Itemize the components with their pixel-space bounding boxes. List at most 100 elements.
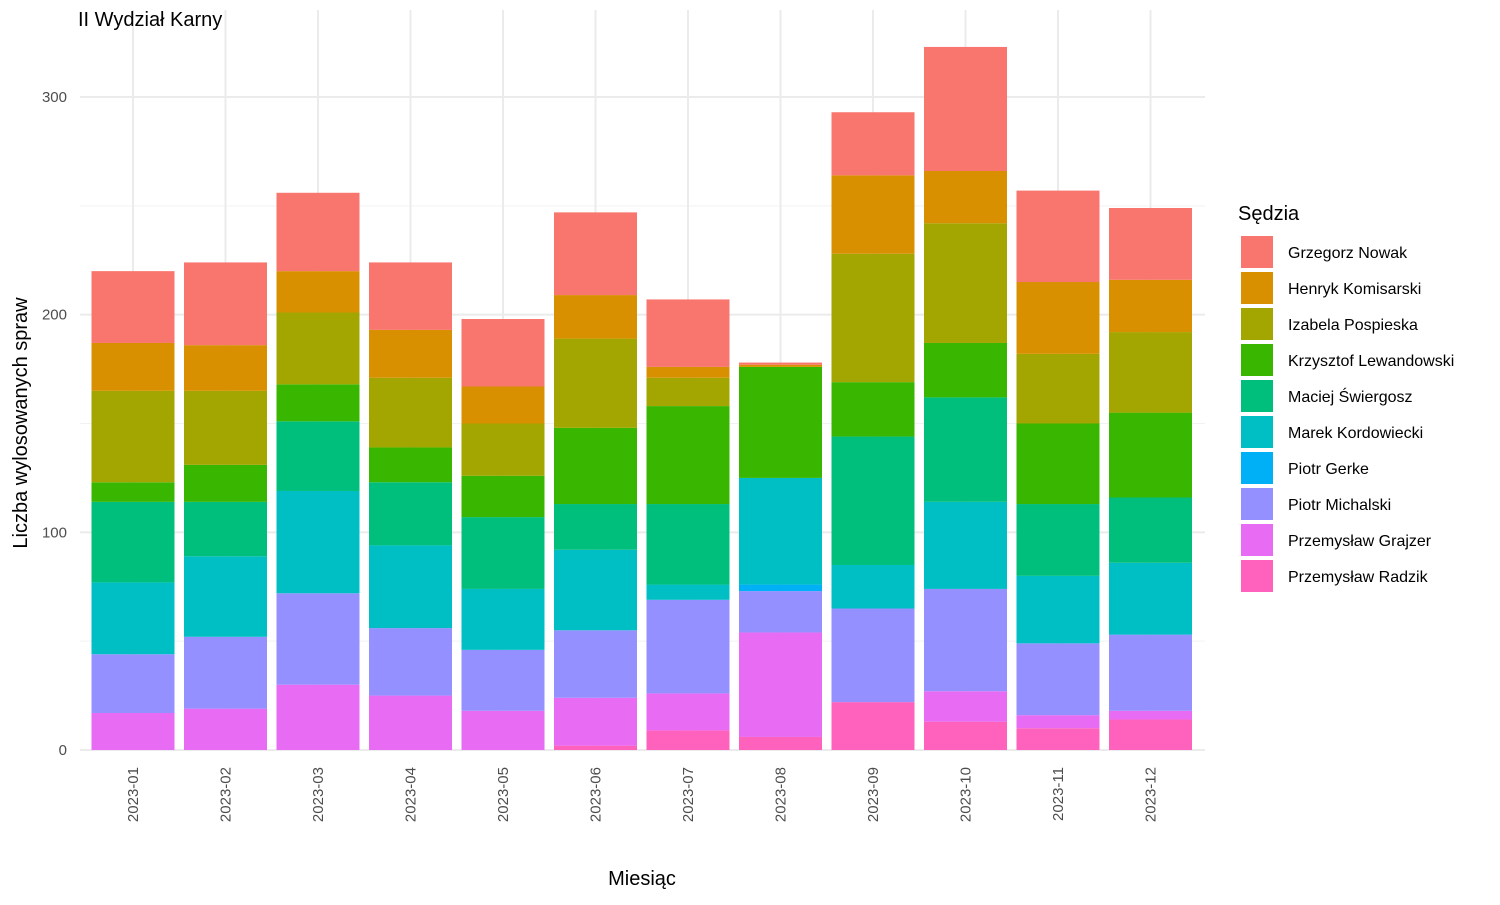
- bar-segment: [646, 377, 730, 407]
- legend-label: Przemysław Grajzer: [1288, 533, 1432, 550]
- x-tick-label: 2023-03: [310, 767, 327, 822]
- legend-swatch: [1241, 488, 1273, 520]
- bar-segment: [1109, 332, 1192, 413]
- legend-label: Piotr Michalski: [1288, 497, 1391, 514]
- bar-segment: [91, 501, 175, 583]
- bar-segment: [1109, 562, 1192, 635]
- bar-segment: [554, 427, 637, 505]
- bar-segment: [1016, 353, 1100, 424]
- x-tick-label: 2023-02: [218, 767, 235, 822]
- bar-segment: [831, 608, 915, 703]
- bar-segment: [646, 584, 730, 600]
- bar-segment: [646, 366, 730, 378]
- bar-segment: [276, 421, 360, 491]
- bar-segment: [739, 632, 822, 737]
- y-tick-label: 100: [42, 524, 67, 541]
- bar-segment: [461, 423, 545, 476]
- bar-segment: [924, 501, 1007, 589]
- bar-segment: [1016, 643, 1100, 716]
- bar-segment: [91, 342, 175, 391]
- bar-segment: [739, 736, 822, 750]
- bar-segment: [1109, 710, 1192, 720]
- bar-segment: [1016, 282, 1100, 354]
- x-tick-label: 2023-08: [773, 767, 790, 822]
- bar-segment: [461, 588, 545, 650]
- legend-swatch: [1241, 344, 1273, 376]
- legend-label: Izabela Pospieska: [1288, 317, 1418, 334]
- bar-segment: [924, 691, 1007, 722]
- legend-label: Marek Kordowiecki: [1288, 425, 1423, 442]
- bar-segment: [1109, 279, 1192, 333]
- bar-segment: [554, 338, 637, 428]
- bar-segment: [276, 271, 360, 313]
- bar-segment: [91, 712, 175, 750]
- bar-segment: [831, 253, 915, 383]
- bar-segment: [369, 447, 452, 483]
- bar-segment: [739, 477, 822, 585]
- legend-swatch: [1241, 452, 1273, 484]
- x-tick-label: 2023-01: [125, 767, 142, 822]
- bar-segment: [554, 295, 637, 339]
- bar-segment: [554, 212, 637, 296]
- bar-segment: [461, 710, 545, 750]
- bar-segment: [369, 329, 452, 378]
- legend-swatch: [1241, 560, 1273, 592]
- bar-segment: [369, 695, 452, 750]
- legend: Sędzia Grzegorz Nowak Henryk Komisarski Iz…: [1238, 203, 1454, 592]
- bar-segment: [276, 192, 360, 272]
- bar-segment: [924, 223, 1007, 343]
- legend-label: Piotr Gerke: [1288, 461, 1369, 478]
- y-axis-title: Liczba wylosowanych spraw: [10, 297, 32, 549]
- y-tick-label: 300: [42, 89, 67, 106]
- bar-segment: [276, 384, 360, 422]
- bar-segment: [1109, 208, 1192, 280]
- bar-segment: [554, 745, 637, 750]
- bar-segment: [91, 582, 175, 655]
- bar-segment: [646, 299, 730, 367]
- bar-segment: [554, 549, 637, 631]
- bar-segment: [924, 171, 1007, 224]
- legend-items: Grzegorz Nowak Henryk Komisarski Izabela P…: [1241, 236, 1454, 592]
- bar-segment: [184, 390, 267, 465]
- bar-segment: [276, 490, 360, 594]
- bar-segment: [924, 721, 1007, 750]
- bar-segment: [184, 556, 267, 637]
- y-tick-labels: 0 100 200 300: [42, 89, 67, 759]
- bar-segment: [646, 599, 730, 694]
- bar-segment: [924, 46, 1007, 172]
- bar-segment: [461, 517, 545, 589]
- legend-label: Maciej Świergosz: [1288, 387, 1412, 406]
- legend-label: Henryk Komisarski: [1288, 281, 1421, 298]
- bar-segment: [1109, 719, 1192, 750]
- x-tick-labels: 2023-01 2023-02 2023-03 2023-04 2023-05 2023-…: [125, 767, 1160, 822]
- x-tick-label: 2023-04: [403, 767, 420, 822]
- bar-segment: [1109, 497, 1192, 563]
- bar-segment: [184, 262, 267, 346]
- legend-swatch: [1241, 524, 1273, 556]
- bar-segment: [646, 693, 730, 731]
- bar-segment: [91, 482, 175, 502]
- bar-segment: [1016, 715, 1100, 729]
- x-tick-label: 2023-10: [958, 767, 975, 822]
- bar-segment: [1016, 423, 1100, 505]
- bar-segment: [1016, 575, 1100, 644]
- y-tick-label: 200: [42, 307, 67, 324]
- bar-segment: [276, 684, 360, 750]
- bar-segment: [184, 345, 267, 391]
- legend-label: Krzysztof Lewandowski: [1288, 353, 1454, 370]
- legend-label: Grzegorz Nowak: [1288, 245, 1408, 262]
- x-tick-label: 2023-12: [1143, 767, 1160, 822]
- x-tick-label: 2023-09: [865, 767, 882, 822]
- legend-label: Przemysław Radzik: [1288, 569, 1429, 586]
- x-axis-title: Miesiąc: [608, 868, 676, 890]
- bar-segment: [831, 702, 915, 750]
- bar-segment: [91, 271, 175, 343]
- chart-title: II Wydział Karny: [78, 9, 222, 31]
- x-tick-label: 2023-05: [495, 767, 512, 822]
- legend-swatch: [1241, 380, 1273, 412]
- bar-segment: [646, 406, 730, 505]
- bar-segment: [739, 584, 822, 592]
- bar-segment: [831, 436, 915, 565]
- bar-segment: [646, 730, 730, 750]
- bar-segment: [739, 591, 822, 633]
